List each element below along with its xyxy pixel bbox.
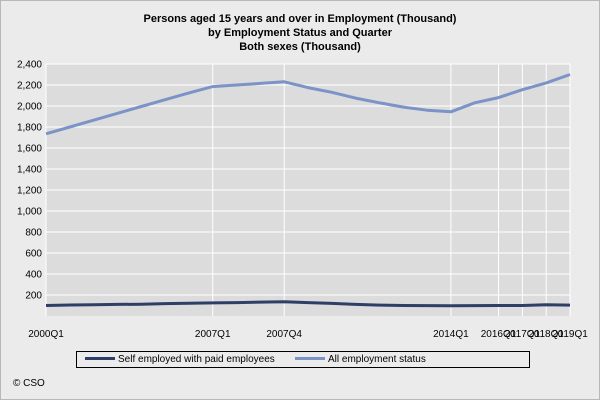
x-tick-label: 2016Q1 — [481, 329, 517, 340]
y-tick-label: 1,400 — [17, 165, 42, 176]
x-tick-label: 2000Q1 — [28, 329, 64, 340]
title-line-1: Persons aged 15 years and over in Employ… — [143, 13, 457, 25]
y-tick-label: 2,000 — [17, 102, 42, 113]
y-tick-label: 1,200 — [17, 186, 42, 197]
legend-swatch-self-employed — [85, 356, 115, 360]
x-tick-label: 2019Q1 — [552, 329, 588, 340]
y-tick-label: 400 — [25, 270, 42, 281]
legend-label-all-employment: All employment status — [328, 354, 426, 365]
chart-legend: Self employed with paid employees All em… — [76, 351, 530, 368]
y-tick-label: 1,800 — [17, 123, 42, 134]
legend-item-all-employment: All employment status — [295, 352, 426, 367]
title-line-3: Both sexes (Thousand) — [239, 41, 361, 53]
copyright-notice: © CSO — [13, 378, 45, 389]
y-tick-label: 2,200 — [17, 81, 42, 92]
x-tick-label: 2007Q4 — [266, 329, 302, 340]
title-line-2: by Employment Status and Quarter — [208, 27, 392, 39]
x-tick-label: 2017Q1 — [505, 329, 541, 340]
series-line-all-employment — [45, 73, 571, 136]
x-tick-label: 2007Q1 — [195, 329, 231, 340]
y-tick-label: 800 — [25, 228, 42, 239]
y-tick-label: 1,000 — [17, 207, 42, 218]
series-line-self-employed — [45, 300, 571, 308]
legend-swatch-all-employment — [295, 356, 325, 360]
y-tick-label: 600 — [25, 249, 42, 260]
x-tick-label: 2014Q1 — [433, 329, 469, 340]
legend-label-self-employed: Self employed with paid employees — [118, 354, 275, 365]
legend-item-self-employed: Self employed with paid employees — [85, 352, 275, 367]
y-tick-label: 200 — [25, 291, 42, 302]
chart-title: Persons aged 15 years and over in Employ… — [0, 12, 600, 54]
x-tick-label: 2018Q1 — [528, 329, 564, 340]
y-tick-label: 1,600 — [17, 144, 42, 155]
y-tick-label: 2,400 — [17, 60, 42, 71]
